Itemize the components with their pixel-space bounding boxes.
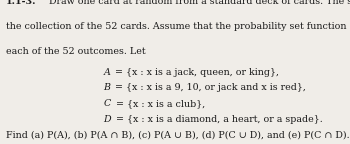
Text: each of the 52 outcomes. Let: each of the 52 outcomes. Let: [6, 47, 146, 56]
Text: 1.1-3.: 1.1-3.: [6, 0, 37, 6]
Text: Find (a) P(A), (b) P(A ∩ B), (c) P(A ∪ B), (d) P(C ∪ D), and (e) P(C ∩ D).: Find (a) P(A), (b) P(A ∩ B), (c) P(A ∪ B…: [6, 131, 350, 140]
Text: Draw one card at random from a standard deck of cards. The sample space: Draw one card at random from a standard …: [46, 0, 350, 6]
Text: = {x : x is a 9, 10, or jack and x is red},: = {x : x is a 9, 10, or jack and x is re…: [112, 84, 306, 92]
Text: A: A: [103, 68, 110, 77]
Text: = {x : x is a club},: = {x : x is a club},: [113, 99, 205, 108]
Text: D: D: [103, 115, 111, 124]
Text: the collection of the 52 cards. Assume that the probability set function assigns: the collection of the 52 cards. Assume t…: [6, 22, 350, 31]
Text: = {x : x is a jack, queen, or king},: = {x : x is a jack, queen, or king},: [112, 68, 279, 77]
Text: C: C: [103, 99, 111, 108]
Text: B: B: [103, 84, 110, 92]
Text: = {x : x is a diamond, a heart, or a spade}.: = {x : x is a diamond, a heart, or a spa…: [113, 115, 323, 124]
